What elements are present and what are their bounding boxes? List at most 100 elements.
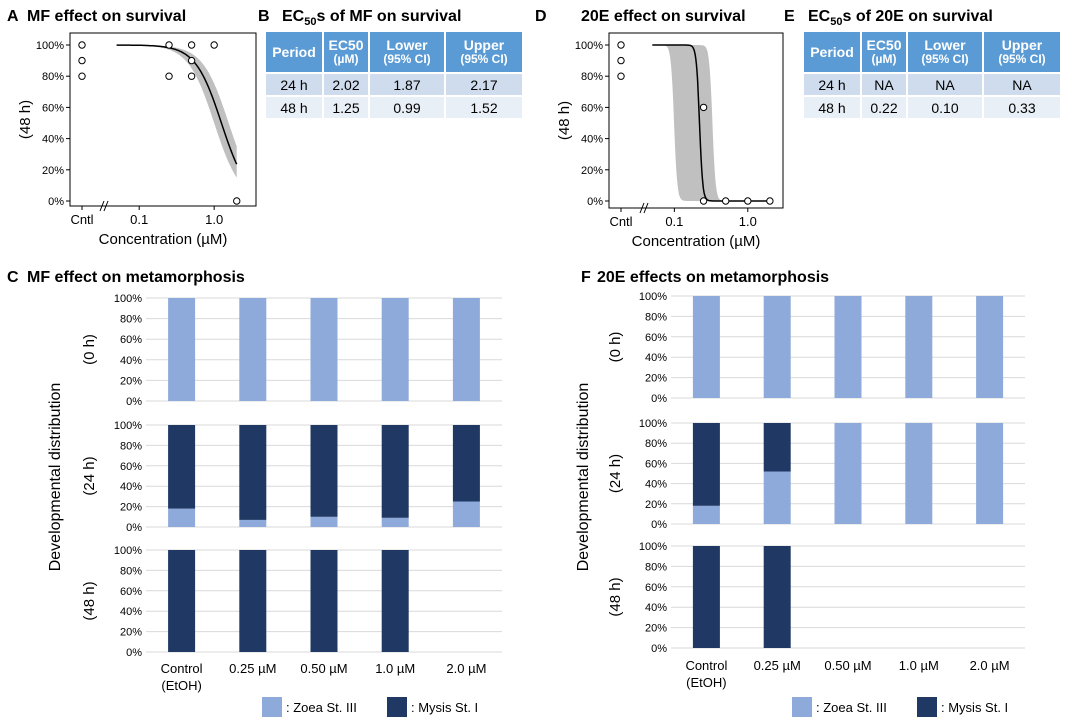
y-tick-label: 80% xyxy=(645,561,667,573)
legend-swatch-mysis xyxy=(917,697,937,717)
y-tick-label: 60% xyxy=(42,102,64,114)
y-axis-label: (48 h) xyxy=(556,101,573,140)
row-label: (48 h) xyxy=(607,577,624,616)
y-tick-label: 40% xyxy=(120,481,142,493)
bar-zoea xyxy=(905,296,933,398)
data-point xyxy=(187,41,196,49)
x-tick-label: 1.0 xyxy=(205,212,223,227)
y-tick-label: 60% xyxy=(645,458,667,470)
table-b-ec50-mf: Period EC50 (µM) Lower (95% CI) Upper (95% … xyxy=(264,30,524,120)
panel-a-title: MF effect on survival xyxy=(27,8,186,25)
y-tick-label: 20% xyxy=(581,165,603,177)
y-tick-label: 0% xyxy=(48,196,64,208)
bar-zoea xyxy=(905,423,933,524)
bar-zoea xyxy=(692,505,720,524)
category-label: 0.50 µM xyxy=(824,658,871,673)
y-tick-label: 0% xyxy=(651,643,667,655)
header-lower: Lower (95% CI) xyxy=(908,32,982,72)
bar-mysis xyxy=(381,550,409,652)
y-tick-label: 60% xyxy=(120,334,142,346)
y-tick-label: 100% xyxy=(114,293,142,305)
legend-swatch-zoea xyxy=(262,697,282,717)
panel-c-letter: C xyxy=(7,269,19,286)
y-tick-label: 0% xyxy=(126,647,142,659)
panel-f-title: 20E effects on metamorphosis xyxy=(597,269,829,286)
cell: 24 h xyxy=(804,74,860,95)
category-label: 1.0 µM xyxy=(375,661,415,676)
row-label: (24 h) xyxy=(607,454,624,493)
y-tick-label: 80% xyxy=(645,311,667,323)
bar-zoea xyxy=(381,298,409,401)
data-point xyxy=(744,197,752,205)
header-ec50: EC50 (µM) xyxy=(862,32,906,72)
category-label: 2.0 µM xyxy=(446,661,486,676)
legend-label-zoea: : Zoea St. III xyxy=(286,700,357,715)
cell: 2.17 xyxy=(446,74,522,95)
y-tick-label: 60% xyxy=(120,586,142,598)
y-tick-label: 80% xyxy=(120,565,142,577)
table-header-row: Period EC50 (µM) Lower (95% CI) Upper (95% … xyxy=(266,32,522,72)
data-point xyxy=(233,197,241,205)
x-tick-label: 0.1 xyxy=(665,214,683,229)
bar-zoea xyxy=(452,298,480,401)
data-point xyxy=(187,56,196,65)
table-header-row: Period EC50 (µM) Lower (95% CI) Upper (95% … xyxy=(804,32,1060,72)
panel-b-title: EC50s of MF on survival xyxy=(282,8,461,28)
bar-mysis xyxy=(310,550,338,652)
data-point xyxy=(165,41,173,49)
bar-zoea xyxy=(834,296,862,398)
data-point xyxy=(766,197,774,205)
data-point xyxy=(165,72,173,80)
confidence-band xyxy=(652,45,770,201)
chart-f-metamorphosis-20e: 0% 20% 40% 60% 80% 100% (0 h) 0% 20% 40% 60% 80% 100… xyxy=(575,291,1025,717)
x-tick-label: Cntl xyxy=(609,214,632,229)
panel-e-letter: E xyxy=(784,8,795,25)
axis-break-mark xyxy=(643,202,649,214)
legend-label-mysis: : Mysis St. I xyxy=(941,700,1008,715)
cell: 48 h xyxy=(266,97,322,118)
y-tick-label: 100% xyxy=(36,40,64,52)
y-axis-label: Developmental distribution xyxy=(575,383,592,572)
x-tick-label: 1.0 xyxy=(739,214,757,229)
x-tick-label: Cntl xyxy=(70,212,93,227)
bar-mysis xyxy=(452,425,480,502)
table-row: 24 h 2.02 1.87 2.17 xyxy=(266,74,522,95)
bar-mysis xyxy=(692,423,720,506)
data-point xyxy=(617,72,625,80)
chart-d-survival-20e: 0% 20% 40% 60% 80% 100% Cntl 0.1 1.0 Concentratio… xyxy=(556,32,784,250)
bar-mysis xyxy=(239,550,267,652)
y-tick-label: 20% xyxy=(42,165,64,177)
y-tick-label: 0% xyxy=(587,196,603,208)
y-axis-label: (48 h) xyxy=(17,100,34,139)
y-tick-label: 100% xyxy=(639,418,667,430)
panel-d-title: 20E effect on survival xyxy=(581,8,746,25)
y-tick-label: 80% xyxy=(42,71,64,83)
bar-zoea xyxy=(310,298,338,401)
y-tick-label: 40% xyxy=(645,352,667,364)
bar-mysis xyxy=(239,425,267,520)
axis-break-mark xyxy=(639,202,645,214)
legend-swatch-zoea xyxy=(792,697,812,717)
y-tick-label: 80% xyxy=(120,440,142,452)
axis-break-mark xyxy=(99,200,105,212)
y-tick-label: 60% xyxy=(645,582,667,594)
category-label: (EtOH) xyxy=(161,678,201,693)
fit-curve xyxy=(116,44,238,165)
cell: 0.33 xyxy=(984,97,1060,118)
legend-label-zoea: : Zoea St. III xyxy=(816,700,887,715)
data-point xyxy=(617,41,625,49)
chart-c-metamorphosis-mf: 0% 20% 40% 60% 80% 100% (0 h) 0% 20% 40% 60% 80% 100… xyxy=(47,293,502,717)
panel-f-letter: F xyxy=(581,269,591,286)
bar-mysis xyxy=(763,423,791,472)
bar-zoea xyxy=(976,423,1004,524)
bar-mysis xyxy=(168,550,196,652)
x-tick-label: 0.1 xyxy=(130,212,148,227)
data-point xyxy=(721,197,730,205)
y-tick-label: 60% xyxy=(581,102,603,114)
y-tick-label: 0% xyxy=(651,393,667,405)
header-ec50: EC50 (µM) xyxy=(324,32,368,72)
table-row: 24 h NA NA NA xyxy=(804,74,1060,95)
category-label: 0.25 µM xyxy=(754,658,801,673)
y-tick-label: 100% xyxy=(114,545,142,557)
